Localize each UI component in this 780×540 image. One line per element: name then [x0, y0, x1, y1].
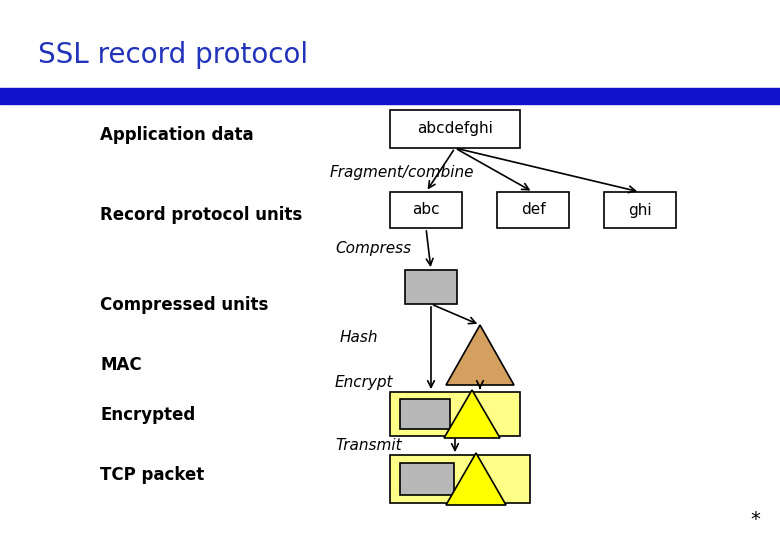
Bar — [390, 110, 520, 148]
Bar — [0, 88, 780, 104]
Polygon shape — [446, 453, 506, 505]
Bar — [390, 455, 530, 503]
Text: Encrypt: Encrypt — [335, 375, 393, 390]
Text: abc: abc — [412, 202, 440, 218]
Text: abcdefghi: abcdefghi — [417, 122, 493, 137]
Text: Encrypted: Encrypted — [100, 406, 195, 424]
Text: ghi: ghi — [628, 202, 652, 218]
Text: Hash: Hash — [340, 330, 378, 346]
Text: *: * — [750, 510, 760, 530]
Text: Compress: Compress — [335, 240, 411, 255]
Bar — [400, 399, 450, 429]
Text: MAC: MAC — [100, 356, 142, 374]
Text: Transmit: Transmit — [335, 437, 402, 453]
Text: Record protocol units: Record protocol units — [100, 206, 303, 224]
Bar — [497, 192, 569, 228]
Polygon shape — [446, 325, 514, 385]
Text: SSL record protocol: SSL record protocol — [38, 41, 308, 69]
Bar — [390, 192, 462, 228]
Text: Application data: Application data — [100, 126, 254, 144]
Polygon shape — [444, 390, 500, 438]
Text: def: def — [521, 202, 545, 218]
Bar — [400, 463, 454, 495]
Text: Compressed units: Compressed units — [100, 296, 268, 314]
Bar — [390, 392, 520, 436]
Text: Fragment/combine: Fragment/combine — [330, 165, 474, 180]
Bar — [405, 270, 457, 304]
Text: TCP packet: TCP packet — [100, 466, 204, 484]
Bar — [604, 192, 676, 228]
